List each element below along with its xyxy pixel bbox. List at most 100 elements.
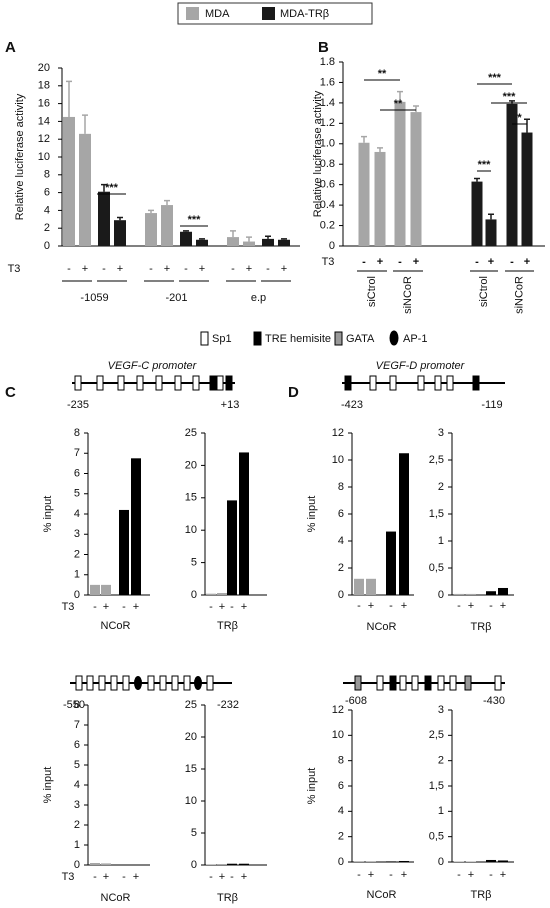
bar: [239, 452, 249, 595]
error-bar: [413, 105, 419, 113]
y-axis-label: % input: [306, 496, 318, 533]
x-tick-label: -: [184, 263, 188, 275]
y-tick-label: 2,5: [429, 454, 444, 466]
bar: [196, 239, 208, 246]
promoter-site: [389, 375, 397, 391]
x-tick-label: -: [457, 869, 461, 881]
y-tick-label: 1: [74, 839, 80, 851]
x-tick-label: +: [199, 263, 205, 275]
x-tick-label: -: [357, 869, 361, 881]
x-tick-label: +: [117, 263, 123, 275]
bar: [354, 578, 364, 595]
x-tick-label: +: [133, 601, 139, 613]
bar: [217, 864, 227, 865]
bar: [101, 584, 111, 595]
bar: [358, 142, 370, 246]
bar: [217, 593, 227, 595]
y-tick-label: 2: [74, 548, 80, 560]
group-label: siCtrol: [478, 276, 490, 307]
error-bar: [82, 114, 88, 134]
promoter-site: [411, 675, 419, 691]
group-label: -1059: [80, 292, 108, 304]
x-axis-label: TRβ: [471, 621, 492, 633]
x-axis-label: NCoR: [101, 620, 131, 632]
promoter-site: [369, 375, 377, 391]
promoter-site: [147, 675, 155, 691]
x-tick-label: -: [209, 601, 213, 613]
y-tick-label: 2: [338, 831, 344, 843]
promoter-site: [98, 675, 106, 691]
y-tick-label: 2,5: [429, 729, 444, 741]
significance-label: ***: [188, 214, 202, 226]
promoter-site: [354, 675, 362, 691]
element-label: AP-1: [403, 333, 427, 345]
significance-label: ***: [488, 72, 502, 84]
y-tick-label: 3: [74, 528, 80, 540]
y-tick-label: 2: [338, 562, 344, 574]
bar: [374, 151, 386, 246]
x-tick-label: -: [149, 263, 153, 275]
x-tick-label: -: [357, 600, 361, 612]
ap1-icon: [389, 330, 399, 346]
y-tick-label: 3: [438, 704, 444, 716]
y-tick-label: 2: [44, 222, 50, 234]
y-tick-label: 18: [38, 80, 50, 92]
panel-label: B: [318, 39, 329, 56]
promoter-start: -550: [63, 699, 85, 711]
y-tick-label: 1: [74, 569, 80, 581]
y-tick-label: 2: [74, 819, 80, 831]
y-tick-label: 20: [38, 62, 50, 74]
y-tick-label: 0: [191, 859, 197, 871]
x-tick-label: +: [164, 263, 170, 275]
y-tick-label: 0,5: [429, 831, 444, 843]
y-tick-label: 0.8: [320, 158, 335, 170]
y-tick-label: 5: [74, 488, 80, 500]
error-bar: [361, 135, 367, 143]
x-axis-label: NCoR: [367, 889, 397, 901]
ap1-site: [134, 676, 142, 690]
x-axis-label: TRβ: [471, 889, 492, 901]
tre-icon: [253, 331, 262, 346]
promoter-site: [225, 375, 233, 391]
y-tick-label: 6: [338, 780, 344, 792]
error-bar: [265, 235, 271, 239]
y-tick-label: 5: [191, 557, 197, 569]
x-axis-label: TRβ: [217, 892, 238, 904]
y-tick-label: 1.2: [320, 117, 335, 129]
element-label: GATA: [346, 333, 375, 345]
x-tick-label: -: [475, 256, 479, 268]
promoter-site: [449, 675, 457, 691]
x-tick-label: -: [398, 256, 402, 268]
panel-label: A: [5, 39, 16, 56]
bar: [239, 863, 249, 865]
promoter-site: [472, 375, 480, 391]
y-tick-label: 0: [338, 589, 344, 601]
error-bar: [524, 118, 530, 133]
bar: [145, 213, 157, 246]
promoter-site: [344, 375, 352, 391]
error-bar: [164, 199, 170, 206]
y-tick-label: 8: [74, 699, 80, 711]
y-tick-label: 0: [191, 589, 197, 601]
promoter-site: [74, 375, 82, 391]
x-tick-label: +: [246, 263, 252, 275]
y-tick-label: 1.0: [320, 138, 335, 150]
error-bar: [199, 238, 205, 240]
promoter-site: [86, 675, 94, 691]
bar: [278, 239, 290, 246]
bar: [79, 133, 91, 246]
x-tick-label: +: [241, 601, 247, 613]
y-tick-label: 0,5: [429, 562, 444, 574]
y-tick-label: 0.6: [320, 179, 335, 191]
element-legend: [200, 330, 399, 346]
y-tick-label: 14: [38, 115, 50, 127]
bar: [466, 593, 476, 595]
promoter-site: [122, 675, 130, 691]
bar: [161, 205, 173, 246]
y-tick-label: 25: [185, 427, 197, 439]
y-tick-label: 8: [338, 755, 344, 767]
y-tick-label: 12: [332, 427, 344, 439]
y-tick-label: 16: [38, 98, 50, 110]
y-tick-label: 10: [185, 795, 197, 807]
